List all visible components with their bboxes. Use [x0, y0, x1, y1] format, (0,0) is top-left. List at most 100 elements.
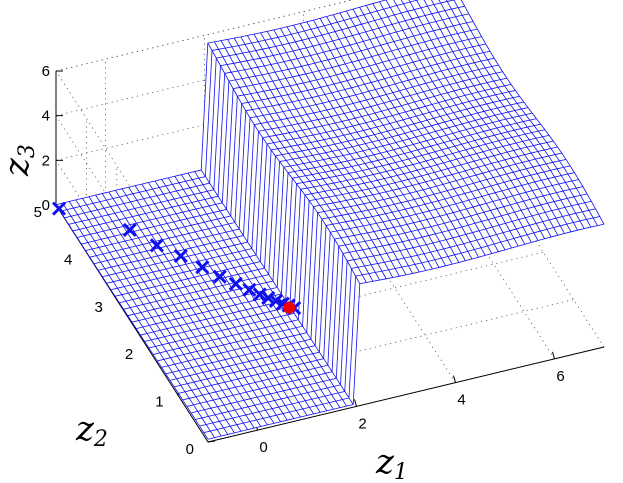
- surface-cell: [147, 203, 159, 212]
- surface-cell: [403, 95, 415, 104]
- surface-cell: [196, 372, 208, 381]
- surface-cell: [526, 167, 538, 176]
- surface-cell: [268, 72, 280, 82]
- surface-cell: [421, 153, 433, 161]
- surface-cell: [219, 336, 230, 346]
- surface-cell: [448, 146, 460, 154]
- surface-cell: [345, 220, 357, 229]
- surface-cell: [404, 131, 416, 139]
- surface-cell: [370, 200, 382, 209]
- surface-cell: [493, 175, 505, 185]
- surface-cell: [485, 142, 497, 150]
- surface-cell: [102, 191, 114, 201]
- surface-cell: [175, 340, 187, 349]
- surface-cell: [453, 24, 465, 34]
- surface-cell: [340, 160, 352, 168]
- surface-cell: [232, 416, 244, 425]
- surface-cell: [422, 112, 434, 121]
- surface-cell: [356, 130, 368, 138]
- surface-cell: [448, 228, 460, 238]
- surface-cell: [290, 387, 301, 396]
- surface-cell: [160, 246, 171, 255]
- surface-cell: [455, 226, 466, 237]
- surface-cell: [165, 312, 176, 321]
- surface-cell: [345, 62, 357, 72]
- surface-cell: [560, 224, 571, 234]
- surface-cell: [83, 234, 95, 243]
- surface-cell: [384, 260, 396, 270]
- surface-cell: [193, 238, 204, 247]
- surface-cell: [366, 174, 378, 182]
- surface-cell: [573, 220, 585, 231]
- surface-cell: [432, 79, 444, 89]
- surface-cell: [142, 242, 154, 251]
- surface-cell: [123, 201, 135, 211]
- surface-cell: [433, 136, 445, 145]
- surface-cell: [241, 406, 253, 415]
- surface-cell: [147, 309, 159, 318]
- surface-cell: [364, 161, 376, 170]
- surface-cell: [280, 314, 292, 323]
- mesh-line: [200, 169, 354, 405]
- surface-cell: [352, 33, 364, 44]
- surface-cell: [181, 338, 193, 347]
- surface-cell: [212, 256, 224, 265]
- surface-cell: [258, 130, 270, 138]
- surface-cell: [416, 189, 428, 198]
- surface-cell: [522, 160, 533, 169]
- surface-cell: [183, 375, 195, 384]
- surface-cell: [216, 367, 228, 376]
- surface-cell: [368, 20, 379, 30]
- surface-cell: [355, 93, 367, 102]
- surface-cell: [324, 210, 335, 218]
- surface-cell: [249, 359, 261, 368]
- surface-cell: [137, 198, 148, 207]
- surface-cell: [232, 311, 244, 320]
- surface-cell: [216, 427, 228, 437]
- surface-cell: [210, 406, 222, 415]
- surface-cell: [149, 218, 161, 227]
- surface-cell: [470, 133, 482, 141]
- surface-cell: [493, 100, 504, 109]
- surface-cell: [388, 107, 399, 116]
- surface-cell: [530, 173, 542, 182]
- surface-cell: [353, 77, 365, 87]
- surface-cell: [312, 173, 323, 181]
- surface-cell: [343, 133, 355, 142]
- surface-cell: [450, 138, 462, 147]
- surface-cell: [285, 403, 297, 413]
- surface-cell: [116, 249, 127, 258]
- surface-cell: [244, 68, 256, 78]
- surface-cell: [338, 148, 350, 156]
- surface-cell: [491, 161, 503, 170]
- surface-cell: [422, 235, 433, 245]
- surface-cell: [182, 210, 194, 219]
- surface-cell: [424, 125, 436, 134]
- surface-cell: [344, 111, 356, 120]
- surface-cell: [549, 218, 561, 228]
- surface-cell: [444, 140, 455, 148]
- surface-cell: [363, 39, 375, 50]
- surface-cell: [307, 112, 318, 122]
- surface-cell: [185, 285, 197, 294]
- surface-cell: [317, 139, 329, 147]
- surface-cell: [257, 65, 269, 75]
- surface-cell: [461, 39, 473, 49]
- x-tick-mark: [453, 375, 456, 383]
- surface-cell: [366, 98, 378, 107]
- surface-cell: [440, 190, 452, 199]
- surface-cell: [398, 20, 410, 31]
- surface-cell: [421, 261, 433, 271]
- surface-cell: [371, 263, 382, 273]
- surface-cell: [381, 16, 393, 27]
- surface-cell: [491, 184, 502, 193]
- surface-cell: [316, 78, 328, 88]
- surface-cell: [342, 193, 353, 201]
- surface-cell: [430, 250, 442, 260]
- surface-cell: [313, 205, 325, 213]
- surface-cell: [401, 179, 413, 188]
- surface-cell: [167, 221, 178, 231]
- surface-cell: [575, 211, 587, 221]
- surface-cell: [295, 40, 307, 50]
- surface-cell: [457, 116, 469, 124]
